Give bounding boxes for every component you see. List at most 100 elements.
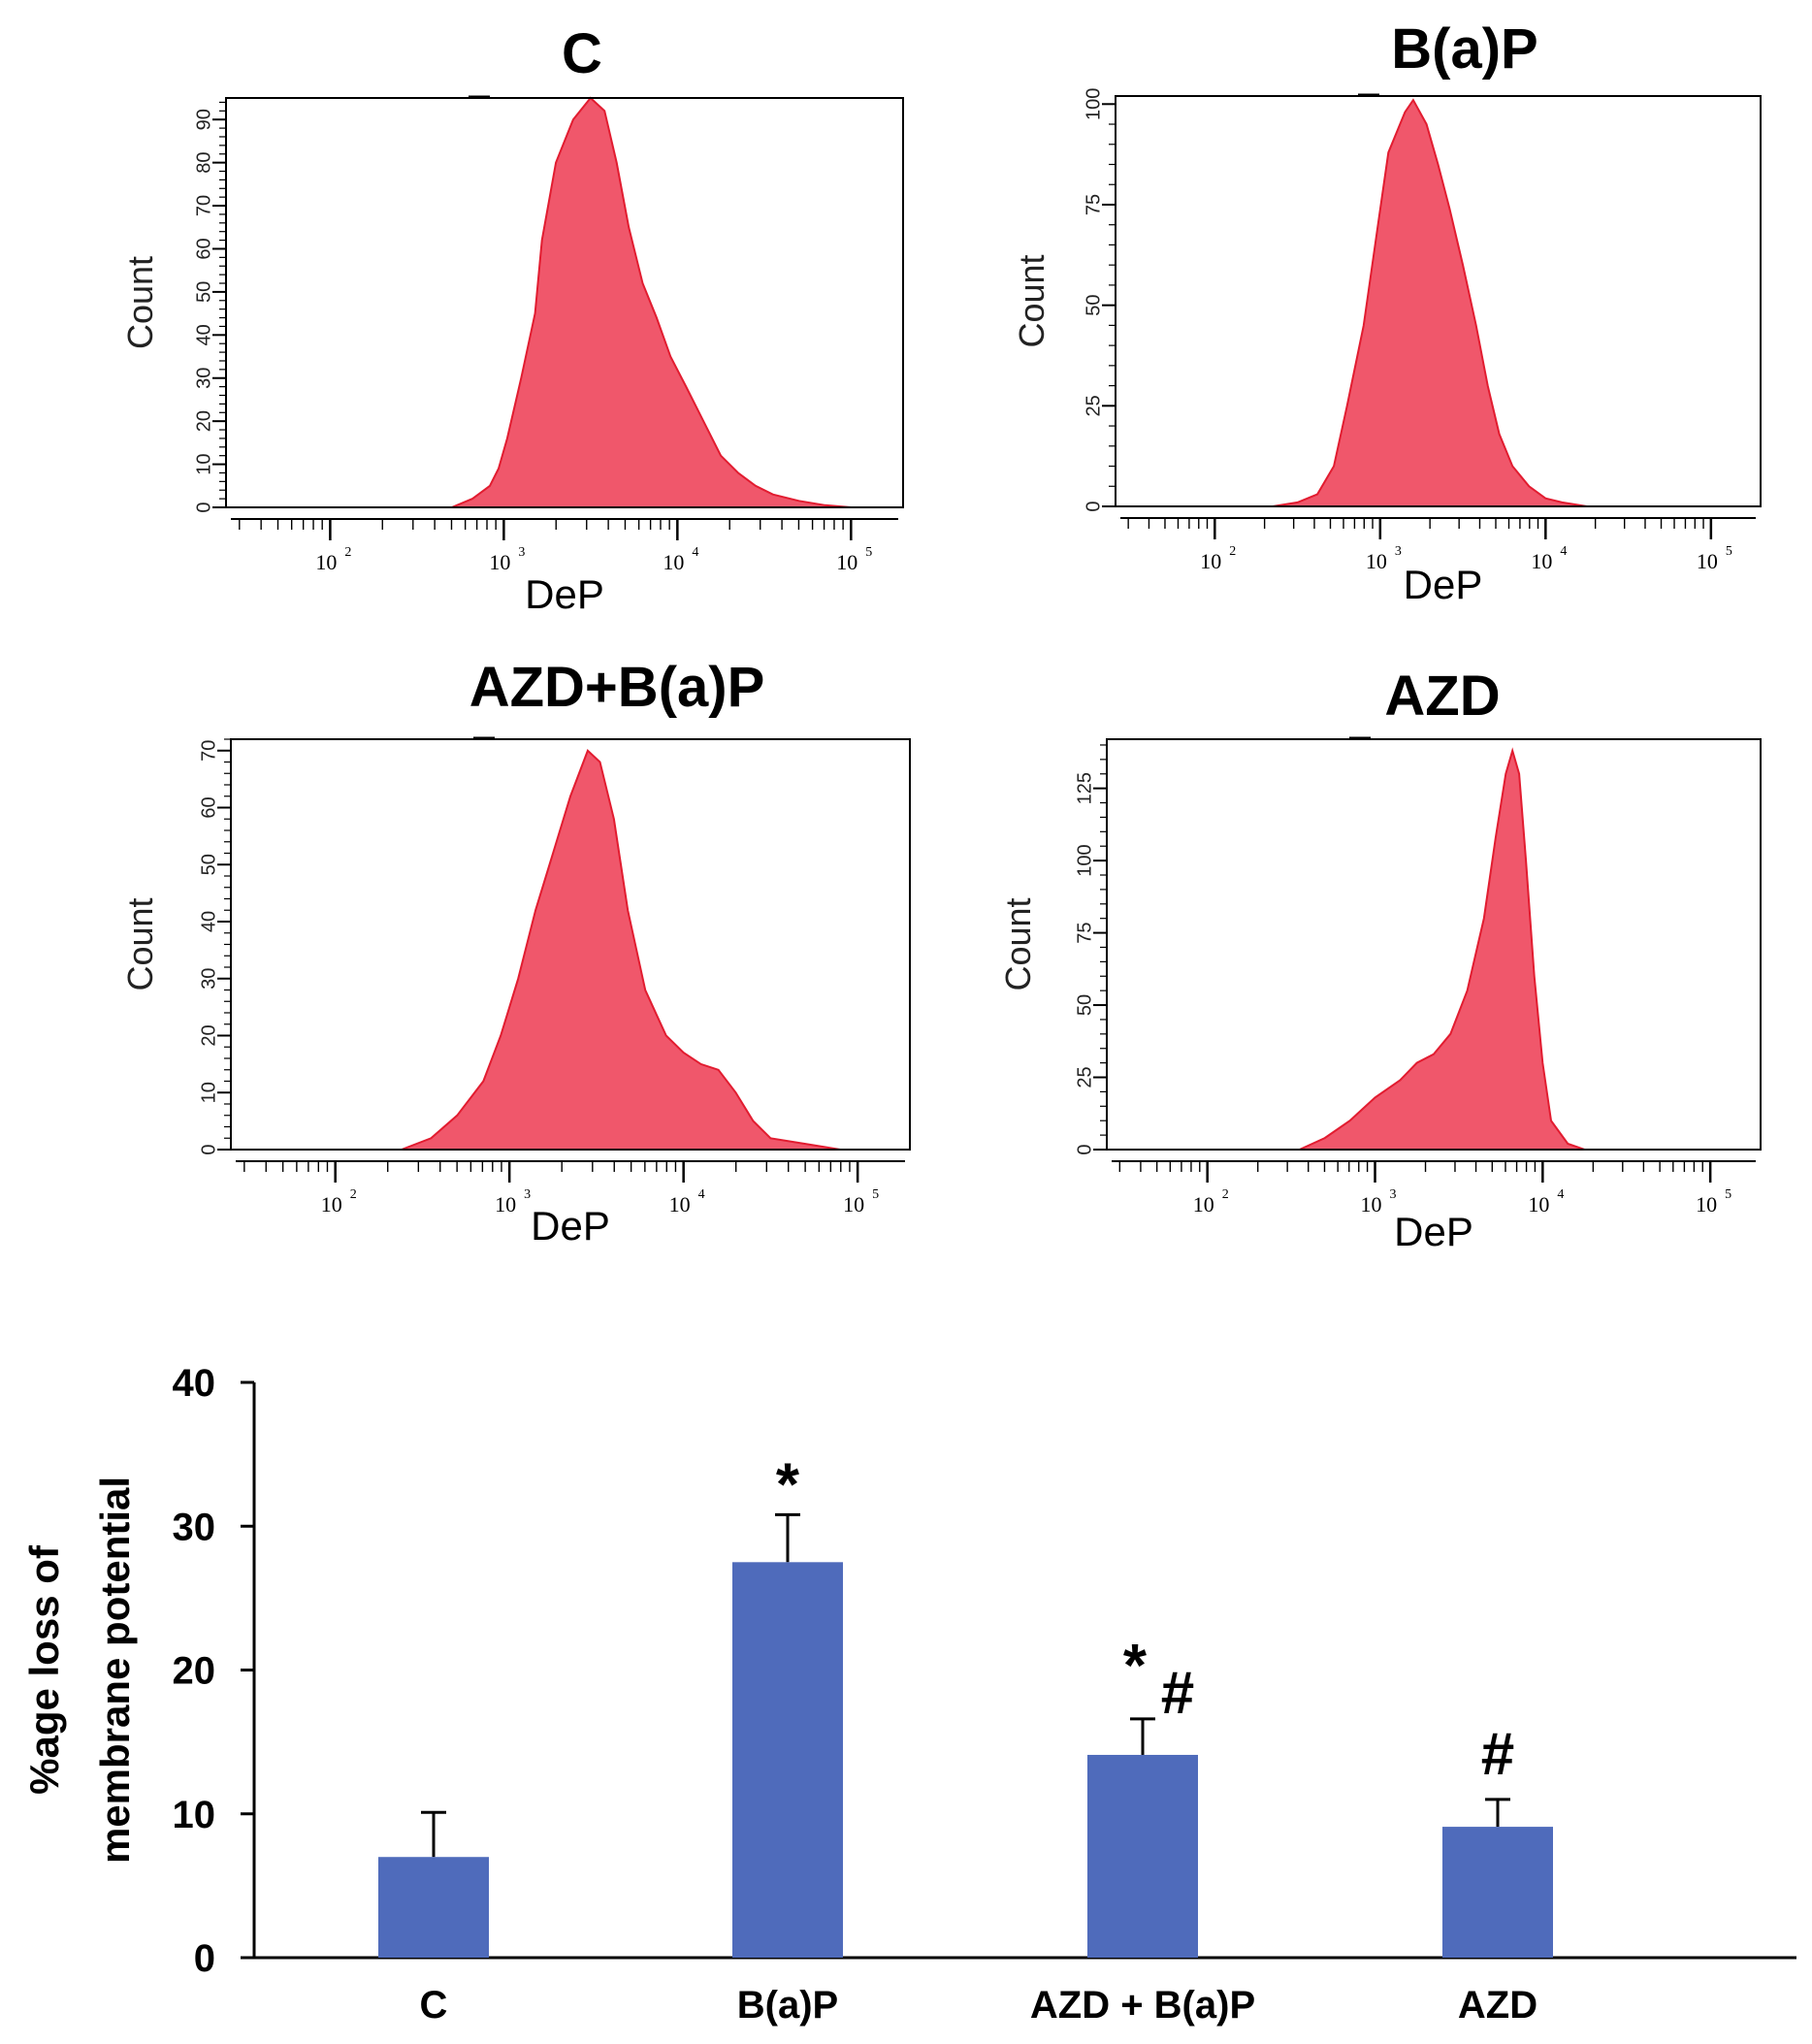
x-tick-exponent: 5 [865,545,872,560]
histogram-panel-1: B(a)P 0 25 50 75 100 Count 10 2 10 3 10 4 10 5 DeP [1012,17,1762,607]
x-tick-exponent: 5 [1725,1187,1731,1202]
x-tick-exponent: 3 [524,1187,531,1202]
plot-frame [225,97,904,508]
histogram-title: B(a)P [1391,17,1537,81]
x-axis-label: DeP [525,571,604,617]
y-tick-label: 10 [193,453,214,474]
plot-frame [1106,738,1762,1151]
bar-category-label: AZD + B(a)P [1030,1984,1255,2027]
y-tick-label: 40 [193,324,214,345]
histogram-panel-3: AZD 0 25 50 75 100 125 Count 10 2 10 3 10 4 10 5 DeP [998,665,1762,1254]
bar-y-tick-label: 10 [173,1794,216,1836]
y-tick-label: 80 [193,152,214,174]
bar-category-label: B(a)P [737,1984,838,2027]
x-tick-exponent: 4 [698,1187,705,1202]
x-tick-base: 10 [1696,1192,1717,1217]
histogram-title: AZD [1384,665,1500,728]
bar-category-label: C [420,1984,448,2027]
x-tick-exponent: 4 [1560,544,1567,559]
y-axis-label: Count [120,256,160,349]
y-tick-label: 30 [193,368,214,389]
y-tick-label: 25 [1074,1066,1095,1087]
x-tick-exponent: 3 [1395,544,1402,559]
y-tick-label: 90 [193,109,214,130]
bar-0 [378,1857,489,1958]
x-tick-base: 10 [1366,549,1387,573]
x-tick-base: 10 [843,1192,864,1217]
x-tick-exponent: 4 [1557,1187,1564,1202]
bar-y-axis-label-line1: %age loss of [21,1544,67,1795]
x-axis-label: DeP [1394,1209,1473,1254]
bar-3 [1442,1827,1553,1958]
x-tick-exponent: 5 [1726,544,1732,559]
x-tick-base: 10 [663,550,684,574]
x-tick-exponent: 2 [344,545,351,560]
x-tick-exponent: 5 [872,1187,879,1202]
histogram-area [1272,98,1588,507]
histogram-area [451,96,852,508]
histogram-panel-0: C 0 10 20 30 40 50 60 70 80 90 Count 10 2 10 3 10 4 10 5 DeP [120,22,904,617]
y-axis-label: Count [120,897,160,990]
histogram-title: C [562,22,602,85]
x-axis-label: DeP [1404,562,1483,607]
x-tick-base: 10 [315,550,337,574]
significance-hash: # [1481,1721,1514,1788]
histogram-area [401,749,841,1151]
y-tick-label: 100 [1074,844,1095,876]
bar-2 [1087,1754,1198,1958]
y-tick-label: 60 [193,238,214,259]
y-tick-label: 60 [198,796,219,818]
y-tick-label: 75 [1083,194,1104,215]
x-tick-base: 10 [836,550,857,574]
y-axis-label: Count [998,897,1038,990]
y-tick-label: 20 [193,410,214,432]
significance-star: * [1123,1633,1148,1700]
y-tick-label: 50 [1074,994,1095,1016]
y-tick-label: 50 [198,854,219,875]
y-tick-label: 70 [198,740,219,762]
x-tick-base: 10 [1193,1192,1214,1217]
y-tick-label: 75 [1074,922,1095,943]
plot-frame [1115,95,1762,507]
bar-y-tick-label: 40 [173,1362,216,1405]
bar-chart: 0 10 20 30 40 %age loss of membrane potential C… [21,1362,1796,2027]
y-tick-label: 50 [193,281,214,303]
y-tick-label: 0 [1083,501,1104,511]
bar-y-tick-label: 0 [194,1937,215,1980]
histogram-area [1299,747,1585,1151]
y-tick-label: 40 [198,911,219,932]
x-axis-label: DeP [531,1203,610,1249]
x-tick-base: 10 [1200,549,1221,573]
x-tick-exponent: 3 [518,545,525,560]
y-tick-label: 0 [1074,1144,1095,1154]
y-tick-label: 20 [198,1024,219,1046]
significance-hash: # [1161,1660,1194,1727]
x-tick-base: 10 [495,1192,516,1217]
bar-y-tick-label: 30 [173,1506,216,1548]
histogram-panel-2: AZD+B(a)P 0 10 20 30 40 50 60 70 Count 10 2 10 3 10 4 10… [120,656,911,1249]
bar-category-label: AZD [1458,1984,1537,2027]
histogram-title: AZD+B(a)P [469,656,765,719]
bar-y-axis-label-line2: membrane potential [92,1476,138,1864]
y-tick-label: 0 [198,1144,219,1154]
y-tick-label: 10 [198,1082,219,1103]
y-tick-label: 30 [198,968,219,990]
y-tick-label: 50 [1083,295,1104,316]
significance-star: * [776,1451,800,1518]
bar-1 [732,1562,843,1958]
y-tick-label: 25 [1083,395,1104,416]
x-tick-base: 10 [1361,1192,1382,1217]
x-tick-exponent: 2 [1229,544,1236,559]
x-tick-base: 10 [1528,1192,1549,1217]
x-tick-base: 10 [1697,549,1718,573]
x-tick-base: 10 [1531,549,1552,573]
bar-y-tick-label: 20 [173,1650,216,1693]
x-tick-base: 10 [321,1192,342,1217]
x-tick-exponent: 2 [1222,1187,1229,1202]
y-tick-label: 125 [1074,772,1095,804]
y-axis-label: Count [1012,254,1052,347]
x-tick-exponent: 4 [692,545,698,560]
x-tick-exponent: 2 [350,1187,357,1202]
y-tick-label: 100 [1083,88,1104,120]
